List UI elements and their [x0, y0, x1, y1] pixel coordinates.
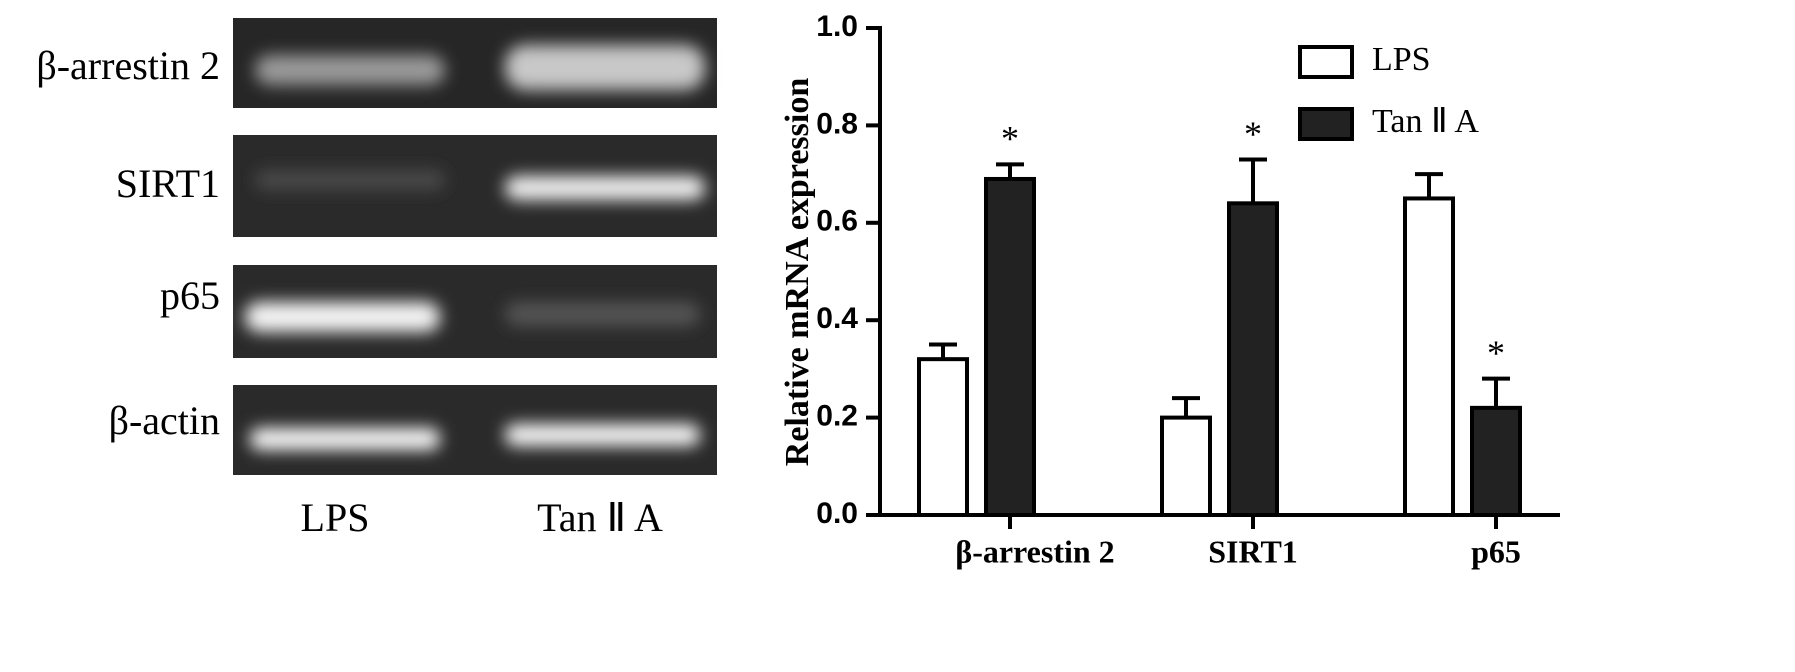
legend-swatch	[1298, 107, 1354, 141]
bar	[984, 176, 1036, 517]
bar	[1470, 405, 1522, 517]
gel-band	[245, 302, 440, 332]
bar	[1160, 415, 1212, 518]
significance-mark: *	[1487, 333, 1505, 373]
gel-row-label: β-actin	[109, 398, 220, 443]
bar	[917, 357, 969, 517]
y-tick-label: 0.8	[816, 107, 858, 140]
significance-mark: *	[1001, 119, 1019, 159]
significance-mark: *	[1244, 114, 1262, 154]
gel-band	[505, 302, 700, 326]
y-tick-label: 0.4	[816, 302, 858, 335]
y-tick-label: 1.0	[816, 10, 858, 43]
gel-band	[255, 170, 445, 190]
x-tick-label: β-arrestin 2	[955, 533, 1114, 569]
x-tick-label: SIRT1	[1208, 533, 1298, 569]
y-tick-label: 0.2	[816, 400, 858, 433]
y-axis-label: Relative mRNA expression	[779, 78, 816, 467]
gel-band	[505, 424, 700, 446]
error-bar	[929, 342, 957, 360]
y-tick-label: 0.0	[816, 497, 858, 530]
error-bar	[1239, 157, 1267, 204]
error-bar	[1482, 376, 1510, 408]
error-bar	[996, 162, 1024, 179]
gel-band	[250, 428, 440, 450]
gel-row-label: SIRT1	[116, 161, 220, 206]
gel-panel: β-arrestin 2 SIRT1 p65 β-actin LPS Tan Ⅱ…	[36, 18, 717, 540]
bar	[1227, 201, 1279, 517]
error-bar	[1172, 396, 1200, 418]
gel-row-label: β-arrestin 2	[36, 43, 220, 88]
bar	[1403, 196, 1455, 517]
y-tick-label: 0.6	[816, 205, 858, 238]
gel-lane-label: LPS	[301, 495, 370, 540]
gel-lane-label: Tan Ⅱ A	[537, 495, 663, 540]
gel-band	[505, 45, 705, 90]
legend-label: Tan Ⅱ A	[1372, 103, 1479, 140]
legend-label: LPS	[1372, 41, 1431, 78]
x-tick-label: p65	[1471, 533, 1521, 569]
gel-band	[255, 55, 445, 85]
gel-band	[505, 176, 705, 200]
legend-swatch	[1298, 45, 1354, 79]
gel-row-label: p65	[160, 273, 220, 318]
error-bar	[1415, 172, 1443, 199]
